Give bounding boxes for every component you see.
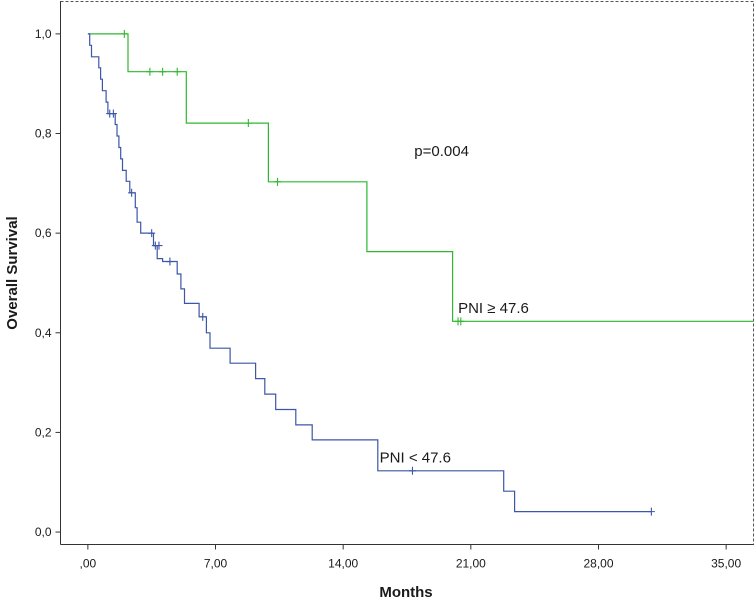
x-ticks: ,00 7,00 14,00 21,00 28,00 35,00 <box>80 544 741 571</box>
censor-mark-pni-low <box>109 109 117 118</box>
censor-mark-pni-low <box>128 188 136 197</box>
y-axis-title: Overall Survival <box>4 216 21 329</box>
series-layer <box>87 29 754 516</box>
censor-mark-pni-low <box>408 466 416 475</box>
x-tick-label: 21,00 <box>456 557 486 571</box>
censor-mark-pni-high <box>173 67 181 76</box>
censor-mark-pni-high <box>146 67 154 76</box>
censor-mark-pni-low <box>647 507 655 516</box>
y-tick-label: 0,8 <box>35 127 52 141</box>
y-tick-label: 0,0 <box>35 525 52 539</box>
survival-curve-pni-low <box>87 33 652 513</box>
censor-mark-pni-high <box>159 67 167 76</box>
y-tick-label: 0,6 <box>35 226 52 240</box>
x-tick-label: 14,00 <box>328 557 358 571</box>
x-tick-label: 28,00 <box>583 557 613 571</box>
x-tick-label: 35,00 <box>711 557 741 571</box>
annotation-label: PNI < 47.6 <box>380 449 451 466</box>
survival-curve-pni-high <box>87 33 754 322</box>
y-ticks: 0,0 0,2 0,4 0,6 0,8 1,0 <box>35 27 61 539</box>
censor-mark-pni-high <box>120 29 128 38</box>
x-axis-title: Months <box>379 584 432 601</box>
annotation-label: PNI ≥ 47.6 <box>458 300 529 317</box>
annotation-label: p=0.004 <box>414 143 469 160</box>
annotation-layer: p=0.004 PNI ≥ 47.6 PNI < 47.6 <box>380 143 529 466</box>
censor-mark-pni-high <box>274 177 282 186</box>
y-tick-label: 0,2 <box>35 425 52 439</box>
censor-mark-pni-low <box>155 241 163 250</box>
censor-mark-pni-low <box>199 312 207 321</box>
x-tick-label: 7,00 <box>204 557 228 571</box>
x-tick-label: ,00 <box>80 557 97 571</box>
censor-mark-pni-high <box>457 317 465 326</box>
censor-mark-pni-high <box>244 119 252 128</box>
y-tick-label: 1,0 <box>35 27 52 41</box>
censor-mark-pni-low <box>166 257 174 266</box>
y-tick-label: 0,4 <box>35 326 52 340</box>
censor-mark-pni-low <box>148 229 156 238</box>
